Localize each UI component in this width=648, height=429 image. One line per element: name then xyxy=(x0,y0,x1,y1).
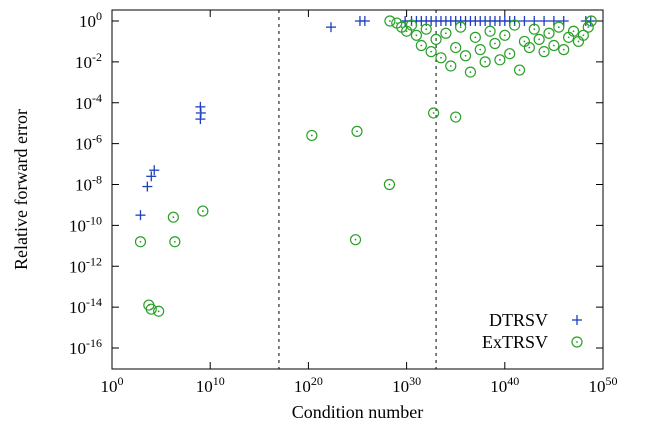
data-point-extrsv xyxy=(543,27,555,39)
y-tick-label: 10-2 xyxy=(75,50,102,72)
data-point-extrsv xyxy=(445,60,457,72)
y-tick-label: 10-10 xyxy=(69,213,102,235)
data-point-extrsv xyxy=(585,15,597,27)
data-point-extrsv xyxy=(430,33,442,45)
data-point-extrsv xyxy=(167,211,179,223)
x-tick-label: 1050 xyxy=(589,374,618,396)
data-point-extrsv xyxy=(513,64,526,76)
data-point-extrsv xyxy=(509,19,521,31)
x-tick-label: 1040 xyxy=(490,374,519,396)
data-point-extrsv xyxy=(197,205,209,217)
data-point-extrsv xyxy=(383,178,396,191)
data-point-extrsv xyxy=(582,21,594,33)
y-tick-label: 10-4 xyxy=(75,91,102,113)
data-points xyxy=(134,15,597,317)
y-axis-title: Relative forward error xyxy=(11,109,31,270)
data-point-extrsv xyxy=(533,33,545,45)
data-point-extrsv xyxy=(489,37,501,50)
x-tick-label: 1030 xyxy=(392,374,421,396)
x-tick-label: 1020 xyxy=(294,374,323,396)
data-point-extrsv xyxy=(420,23,432,35)
data-point-extrsv xyxy=(548,39,560,52)
x-tick-label: 100 xyxy=(101,374,124,396)
data-point-dtrsv xyxy=(135,210,146,221)
y-tick-label: 100 xyxy=(79,9,102,31)
legend-marker-circle xyxy=(571,336,583,348)
data-point-extrsv xyxy=(479,56,491,68)
data-point-extrsv xyxy=(523,41,535,54)
data-point-extrsv xyxy=(469,31,481,43)
data-point-dtrsv xyxy=(325,22,336,33)
data-point-extrsv xyxy=(504,48,516,60)
data-point-extrsv xyxy=(455,21,467,33)
legend-marker-plus xyxy=(572,315,582,325)
y-tick-label: 10-14 xyxy=(69,295,102,317)
y-tick-label: 10-8 xyxy=(75,173,102,195)
plot-frame xyxy=(111,9,604,370)
data-point-extrsv xyxy=(474,44,486,56)
data-point-extrsv xyxy=(428,107,440,119)
data-point-extrsv xyxy=(459,50,472,62)
data-point-extrsv xyxy=(349,234,362,246)
data-point-dtrsv xyxy=(558,16,569,26)
data-point-extrsv xyxy=(440,27,452,39)
y-tick-label: 10-16 xyxy=(69,336,102,358)
data-point-extrsv xyxy=(450,111,462,123)
data-point-dtrsv xyxy=(149,165,160,176)
data-point-extrsv xyxy=(425,46,437,58)
data-point-extrsv xyxy=(484,25,496,37)
y-tick-label: 10-6 xyxy=(75,132,102,154)
data-point-dtrsv xyxy=(539,16,550,26)
data-point-extrsv xyxy=(405,19,418,31)
data-point-extrsv xyxy=(145,303,157,315)
data-point-extrsv xyxy=(567,25,580,37)
data-point-extrsv xyxy=(435,52,447,64)
data-point-extrsv xyxy=(450,41,462,54)
data-point-extrsv xyxy=(464,66,477,78)
data-point-extrsv xyxy=(169,236,181,248)
data-point-extrsv xyxy=(410,29,423,41)
data-point-extrsv xyxy=(528,23,540,35)
data-point-dtrsv xyxy=(142,181,153,192)
y-tick-label: 10-12 xyxy=(69,254,102,276)
data-point-extrsv xyxy=(415,39,427,52)
legend-label-extrsv: ExTRSV xyxy=(482,332,548,352)
data-point-extrsv xyxy=(134,236,147,248)
data-point-dtrsv xyxy=(146,171,157,182)
data-point-dtrsv xyxy=(548,16,559,26)
data-point-extrsv xyxy=(351,125,363,137)
legend-label-dtrsv: DTRSV xyxy=(489,310,548,330)
x-tick-label: 1010 xyxy=(196,374,225,396)
data-point-extrsv xyxy=(153,305,165,317)
data-point-extrsv xyxy=(494,54,506,66)
data-point-extrsv xyxy=(553,21,565,33)
axes: 100 1010 1020 1030 1040 1050 100 10-2 10-4 10-6 10… xyxy=(69,9,618,396)
data-point-extrsv xyxy=(577,29,589,41)
x-axis-title: Condition number xyxy=(292,402,424,422)
data-point-extrsv xyxy=(499,29,511,41)
data-point-extrsv xyxy=(558,44,570,56)
data-point-dtrsv xyxy=(519,16,530,26)
data-point-dtrsv xyxy=(359,16,370,26)
data-point-extrsv xyxy=(306,129,318,142)
data-point-extrsv xyxy=(538,46,550,58)
data-point-dtrsv xyxy=(195,114,206,125)
data-point-extrsv xyxy=(384,15,396,27)
